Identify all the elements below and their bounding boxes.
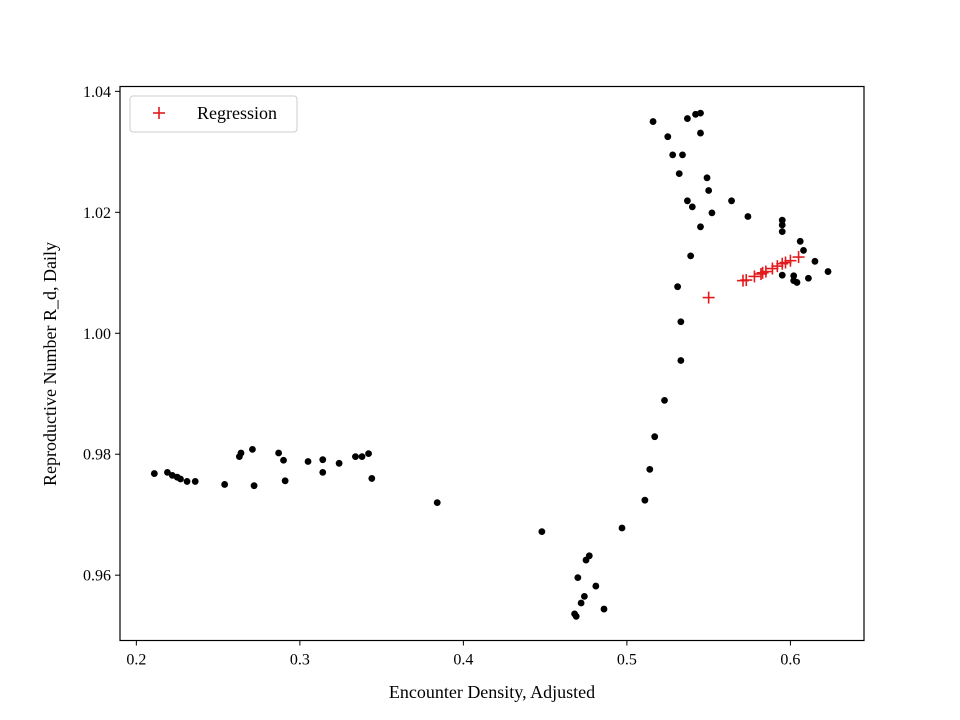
data-point [433,499,441,507]
data-point [687,252,695,260]
data-point [778,271,786,279]
data-point [728,197,735,205]
data-point [811,257,819,265]
data-point [177,475,184,483]
data-point [574,574,582,582]
data-point [319,468,327,476]
legend: Regression [129,95,298,133]
data-point [790,272,798,280]
y-tick-label: 0.96 [83,568,111,585]
data-point [669,151,677,159]
data-point [793,279,801,286]
data-point [778,228,786,236]
data-point [805,274,812,282]
legend-entry-regression: Regression [197,103,277,123]
legend-box [129,95,298,133]
x-tick-label: 0.6 [780,652,800,669]
legend-regression-marker-icon [153,107,165,119]
data-point [697,223,704,231]
regression-point [792,251,805,264]
y-tick-label: 0.98 [83,447,111,464]
data-point [796,237,804,245]
y-axis-ticks: 0.96 0.98 1.00 1.02 1.04 [83,84,120,585]
data-point [358,453,366,461]
data-point [572,612,580,620]
data-point [249,445,256,453]
x-tick-label: 0.4 [453,652,473,669]
x-tick-label: 0.2 [126,652,146,669]
data-point [365,450,372,458]
data-point [352,453,359,461]
data-point [697,109,704,117]
x-axis-ticks: 0.2 0.3 0.4 0.5 0.6 [126,640,800,669]
regression-point [748,270,761,283]
data-point [183,478,191,485]
data-point [651,433,659,441]
regression-point [740,274,753,287]
data-point [646,465,654,473]
y-tick-label: 1.00 [83,326,111,343]
data-point [281,477,289,485]
data-point [250,482,258,490]
regression-point [754,267,767,280]
data-point [592,582,600,590]
data-point [684,197,691,205]
x-tick-label: 0.5 [617,652,637,669]
data-point [275,449,283,457]
y-tick-label: 1.02 [83,205,111,222]
data-point [150,470,158,477]
regression-point [766,262,779,275]
data-point [600,605,608,613]
data-point [697,129,704,137]
data-point [679,151,686,159]
regression-point [702,291,715,304]
regression-point [759,265,772,278]
data-point [237,449,245,457]
x-axis-label: Encounter Density, Adjusted [389,682,595,702]
data-point [684,115,691,122]
plot-marks [150,109,832,620]
data-point [778,221,786,229]
data-point [705,187,713,194]
data-point [221,481,229,488]
data-point [649,118,657,125]
data-point [368,475,376,482]
data-point [778,216,786,224]
data-point [703,174,711,182]
x-tick-label: 0.3 [290,652,310,669]
data-point [661,396,668,404]
data-point [824,268,832,275]
data-point [280,456,287,464]
data-point [335,459,343,467]
data-point [585,552,593,560]
data-point [304,458,312,465]
data-point [641,496,649,504]
data-point [577,599,585,607]
y-tick-label: 1.04 [83,84,111,101]
data-point [618,524,626,532]
data-point [677,357,685,364]
data-point [538,528,546,536]
data-point [677,318,685,326]
data-point [674,283,681,291]
data-point [708,209,716,217]
data-point [319,456,327,464]
data-point [800,247,807,254]
data-point [191,478,199,485]
regression-point [784,254,797,267]
data-point [580,592,588,600]
data-point [664,133,672,141]
plot-frame [119,85,865,642]
data-point [744,213,752,220]
regression-point [779,256,792,269]
y-axis-label: Reproductive Number R_d, Daily [40,242,60,486]
data-point [164,468,171,476]
regression-point [771,260,784,273]
data-point [688,203,696,211]
data-point [675,170,683,177]
